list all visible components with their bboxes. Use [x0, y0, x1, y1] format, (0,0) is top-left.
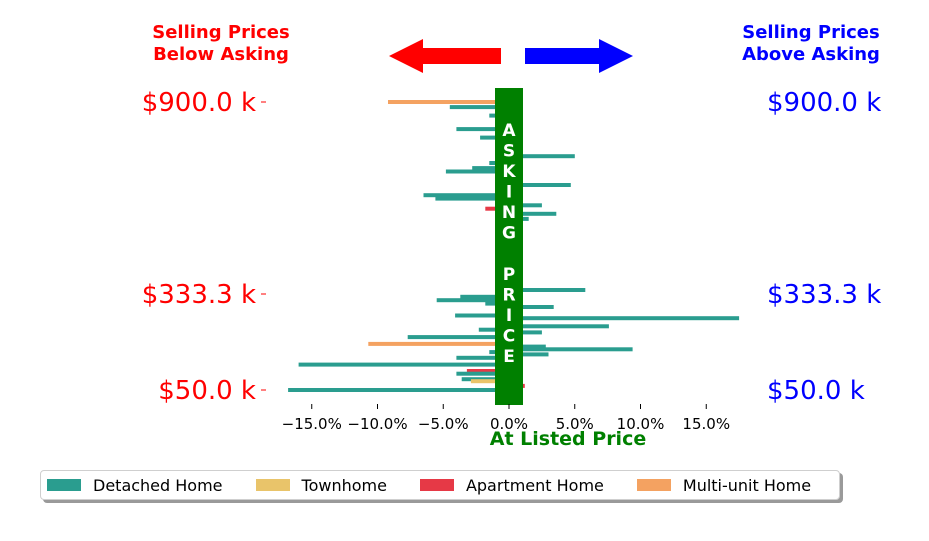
bar	[480, 135, 509, 140]
bar	[509, 203, 542, 208]
bar	[509, 211, 557, 216]
bar	[423, 193, 509, 198]
bar	[509, 324, 609, 329]
asking-band-letter: S	[503, 142, 515, 162]
legend-item-detached: Detached Home	[47, 476, 223, 495]
legend-label: Apartment Home	[465, 475, 604, 495]
legend-label: Townhome	[301, 475, 387, 495]
header-right-line2: Above Asking	[742, 44, 880, 65]
bar	[456, 355, 509, 360]
bar	[455, 313, 509, 318]
legend: Detached Home Townhome Apartment Home Mu…	[40, 470, 840, 500]
legend-item-townhome: Townhome	[255, 475, 387, 495]
x-axis-label: At Listed Price	[490, 428, 646, 450]
legend-item-multi-unit: Multi-unit Home	[636, 475, 812, 495]
asking-band-letter: A	[502, 121, 516, 141]
bar	[368, 341, 509, 346]
x-tick-label: 10.0%	[617, 415, 665, 433]
bar	[470, 379, 509, 384]
asking-band-letter: E	[503, 347, 515, 367]
y-tick-label-left: $900.0 k	[142, 88, 256, 118]
bar	[509, 305, 554, 309]
asking-band-letter: P	[503, 265, 515, 285]
asking-price-band	[495, 88, 523, 405]
x-tick-label: 15.0%	[682, 415, 730, 433]
y-tick-label-right: $900.0 k	[767, 88, 881, 118]
bar	[436, 298, 509, 303]
bar	[445, 169, 509, 174]
bar	[298, 362, 509, 367]
bar	[472, 166, 509, 171]
header-right-line1: Selling Prices	[742, 22, 879, 43]
asking-band-letter: N	[502, 203, 516, 223]
legend-label: Detached Home	[93, 475, 223, 495]
bar	[456, 371, 509, 376]
bar	[509, 330, 542, 335]
legend-swatch	[636, 479, 671, 491]
bars-group	[288, 100, 740, 392]
bar	[509, 352, 549, 357]
bar	[466, 369, 509, 373]
legend-swatch	[419, 479, 454, 491]
x-tick-label: −10.0%	[347, 415, 407, 433]
x-tick-label: −15.0%	[282, 415, 342, 433]
asking-band-letter: C	[503, 327, 515, 347]
legend-swatch	[255, 479, 290, 491]
asking-band-letter: G	[502, 224, 516, 244]
y-tick-label-left: $333.3 k	[142, 280, 256, 310]
y-axis: $900.0 k $333.3 k $50.0 k	[142, 88, 266, 406]
asking-band-letter: R	[502, 286, 515, 306]
arrow-right-icon	[525, 39, 633, 73]
arrow-left-icon	[389, 39, 501, 73]
bar	[509, 154, 575, 159]
legend-item-apartment: Apartment Home	[419, 475, 604, 495]
bar	[449, 105, 509, 110]
y-tick-label-right: $333.3 k	[767, 280, 881, 310]
bar	[435, 196, 509, 201]
header-left-line1: Selling Prices	[152, 22, 289, 43]
bar	[407, 335, 509, 340]
bar	[388, 100, 509, 104]
y-axis-right: $900.0 k $333.3 k $50.0 k	[767, 88, 881, 406]
asking-band-letter: I	[506, 183, 512, 203]
x-tick-label: 5.0%	[556, 415, 594, 433]
legend-swatch	[47, 479, 81, 491]
bar	[460, 294, 509, 299]
asking-band-letter: I	[506, 306, 512, 326]
bar	[509, 316, 740, 321]
bar	[456, 127, 509, 132]
y-tick-label-right: $50.0 k	[767, 376, 865, 406]
bar	[288, 388, 509, 392]
asking-band-letter: K	[502, 162, 516, 182]
x-axis: −15.0% −10.0% −5.0% 0.0% 5.0% 10.0% 15.0%	[282, 404, 730, 433]
bar	[509, 183, 571, 187]
x-tick-label: 0.0%	[490, 415, 528, 433]
bar	[509, 347, 633, 352]
legend-label: Multi-unit Home	[682, 475, 812, 495]
header-left-line2: Below Asking	[153, 44, 289, 65]
bar	[509, 288, 586, 292]
bar	[478, 327, 509, 332]
x-tick-label: −5.0%	[418, 415, 469, 433]
bar	[509, 344, 546, 349]
y-tick-label-left: $50.0 k	[158, 376, 256, 406]
